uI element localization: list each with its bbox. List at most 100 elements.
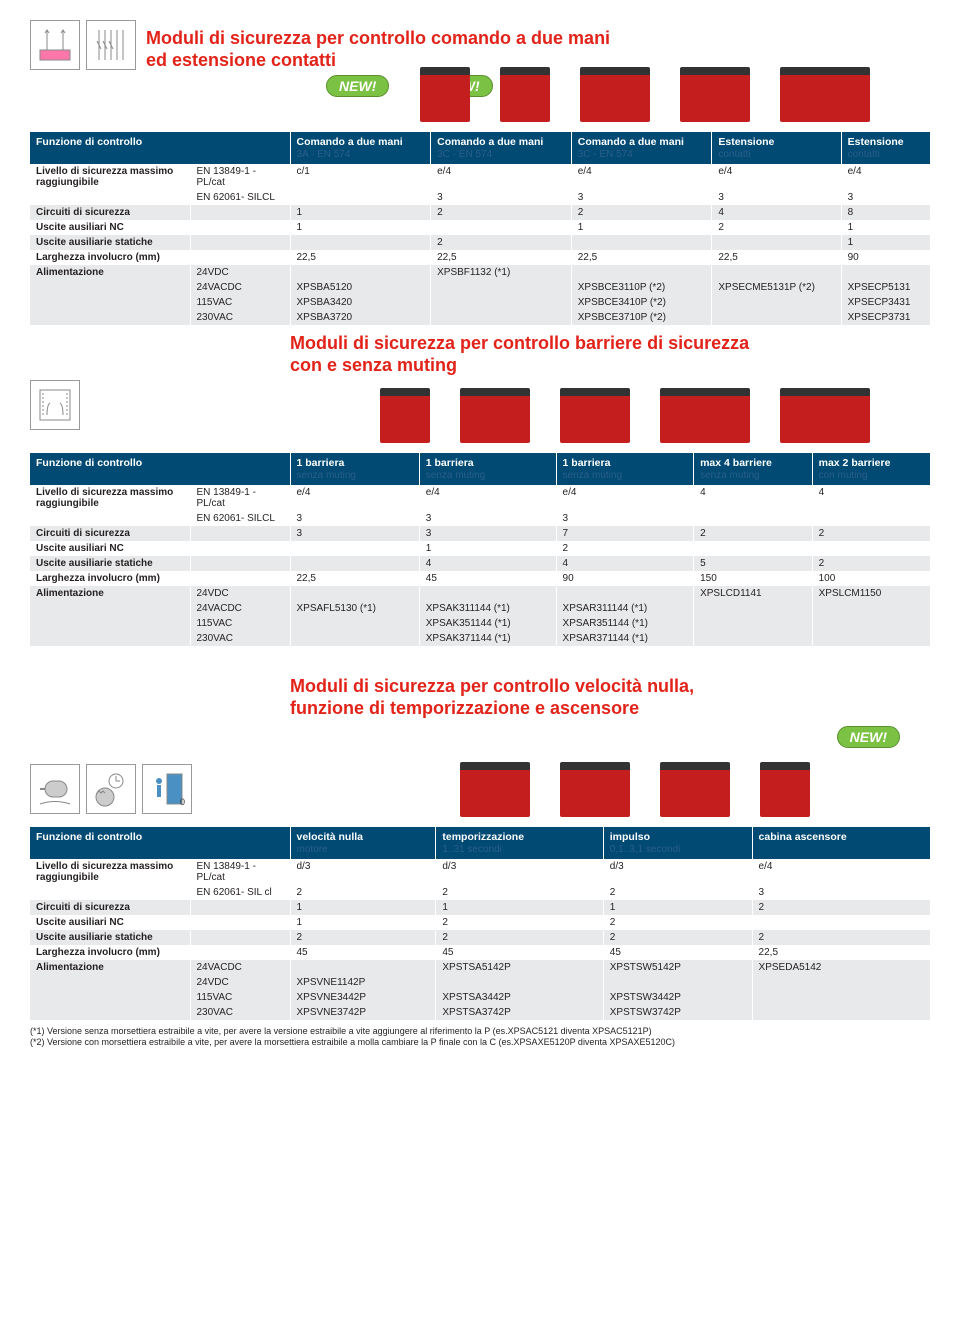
section1-icons: [30, 20, 136, 70]
product-image: [560, 762, 630, 817]
table-cell: XPSECP3731: [841, 310, 930, 325]
title-line1: Moduli di sicurezza per controllo veloci…: [290, 676, 930, 698]
table-cell: 4: [694, 485, 813, 511]
table-cell: [694, 631, 813, 646]
table-cell: [812, 631, 930, 646]
table-row: 115VACXPSVNE3442PXPSTSA3442PXPSTSW3442P: [30, 990, 930, 1005]
table-cell: XPSLCM1150: [812, 586, 930, 601]
table-cell: 3: [752, 885, 930, 900]
row-sublabel: [190, 235, 290, 250]
row-label: Uscite ausiliari NC: [30, 541, 190, 556]
table-cell: 2: [436, 885, 603, 900]
table-cell: [431, 220, 572, 235]
table-cell: 4: [812, 485, 930, 511]
table-cell: XPSLCD1141: [694, 586, 813, 601]
table-cell: [712, 235, 841, 250]
table-cell: [752, 1005, 930, 1020]
table-cell: XPSAK351144 (*1): [419, 616, 556, 631]
row-label: Livello di sicurezza massimo raggiungibi…: [30, 859, 190, 885]
table-row: Uscite ausiliari NC1121: [30, 220, 930, 235]
row-label: Livello di sicurezza massimo raggiungibi…: [30, 164, 190, 190]
product-image: [660, 388, 750, 443]
row-sublabel: 24VACDC: [190, 601, 290, 616]
row-label: Livello di sicurezza massimo raggiungibi…: [30, 485, 190, 511]
table-header: max 4 barriere senza muting: [694, 453, 813, 485]
table-row: Livello di sicurezza massimo raggiungibi…: [30, 859, 930, 885]
table-cell: 22,5: [752, 945, 930, 960]
table-row: 230VACXPSAK371144 (*1)XPSAR371144 (*1): [30, 631, 930, 646]
table-row: 24VACDCXPSBA5120XPSBCE3110P (*2)XPSECME5…: [30, 280, 930, 295]
table-row: Circuiti di sicurezza12248: [30, 205, 930, 220]
table-cell: XPSAK311144 (*1): [419, 601, 556, 616]
table-header: Estensione contatti: [712, 132, 841, 164]
table-cell: [571, 265, 712, 280]
table-cell: [290, 235, 431, 250]
table-row: 230VACXPSVNE3742PXPSTSA3742PXPSTSW3742P: [30, 1005, 930, 1020]
row-sublabel: EN 13849-1 - PL/cat: [190, 859, 290, 885]
table-cell: [603, 975, 752, 990]
row-label: Uscite ausiliarie statiche: [30, 556, 190, 571]
table-cell: [290, 960, 436, 975]
row-sublabel: [190, 900, 290, 915]
row-label: Larghezza involucro (mm): [30, 571, 190, 586]
table-cell: d/3: [436, 859, 603, 885]
table-cell: XPSBCE3110P (*2): [571, 280, 712, 295]
row-sublabel: 115VAC: [190, 990, 290, 1005]
table-cell: c/1: [290, 164, 431, 190]
table-cell: 45: [436, 945, 603, 960]
table-cell: [812, 616, 930, 631]
table-cell: [812, 601, 930, 616]
table-cell: [841, 265, 930, 280]
product-image: [660, 762, 730, 817]
table-cell: 2: [436, 930, 603, 945]
table-cell: 3: [290, 511, 419, 526]
table-cell: 45: [419, 571, 556, 586]
table-header: 1 barriera senza muting: [419, 453, 556, 485]
table-cell: [752, 975, 930, 990]
table-cell: 2: [752, 900, 930, 915]
table-cell: [431, 280, 572, 295]
table-cell: XPSAR371144 (*1): [556, 631, 694, 646]
table-row: Livello di sicurezza massimo raggiungibi…: [30, 164, 930, 190]
row-label: Uscite ausiliari NC: [30, 220, 190, 235]
row-label: [30, 631, 190, 646]
row-sublabel: EN 13849-1 - PL/cat: [190, 485, 290, 511]
product-image: [780, 67, 870, 122]
table-cell: XPSECP5131: [841, 280, 930, 295]
table-header: velocità nulla motore: [290, 827, 436, 859]
table-cell: XPSAR351144 (*1): [556, 616, 694, 631]
table-cell: 2: [571, 205, 712, 220]
table-cell: e/4: [752, 859, 930, 885]
motor-icon: [30, 764, 80, 814]
table-cell: 1: [290, 205, 431, 220]
table-row: Circuiti di sicurezza33722: [30, 526, 930, 541]
table-cell: [556, 586, 694, 601]
table-cell: XPSECP3431: [841, 295, 930, 310]
section1-title: Moduli di sicurezza per controllo comand…: [146, 28, 930, 71]
table-section2: Funzione di controllo1 barriera senza mu…: [30, 453, 930, 646]
table-section1: Funzione di controlloComando a due mani …: [30, 132, 930, 325]
table-cell: [290, 556, 419, 571]
table-header: Comando a due mani 3C - EN 574: [431, 132, 572, 164]
table-header: 1 barriera senza muting: [290, 453, 419, 485]
table-row: Circuiti di sicurezza1112: [30, 900, 930, 915]
row-sublabel: 24VDC: [190, 975, 290, 990]
table-cell: XPSVNE3442P: [290, 990, 436, 1005]
table-cell: 22,5: [290, 571, 419, 586]
table-cell: [712, 310, 841, 325]
table-row: Uscite ausiliari NC122: [30, 915, 930, 930]
subtitle-line2: con e senza muting: [290, 355, 930, 377]
row-label: [30, 975, 190, 990]
product-image: [500, 67, 550, 122]
row-label: [30, 885, 190, 900]
table-cell: 2: [290, 885, 436, 900]
row-sublabel: [190, 220, 290, 235]
row-sublabel: [190, 541, 290, 556]
table-row: Alimentazione24VDCXPSLCD1141XPSLCM1150: [30, 586, 930, 601]
table-cell: 1: [571, 220, 712, 235]
table-cell: XPSTSA3742P: [436, 1005, 603, 1020]
table-cell: [694, 511, 813, 526]
table-cell: XPSBA3420: [290, 295, 431, 310]
table-row: Larghezza involucro (mm)45454522,5: [30, 945, 930, 960]
table-cell: [290, 541, 419, 556]
